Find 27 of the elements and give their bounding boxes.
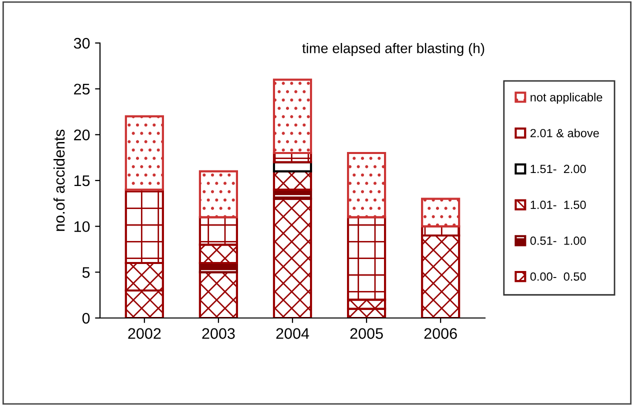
legend-label: 1.51- 2.00 xyxy=(530,164,586,174)
y-tick-label: 15 xyxy=(74,176,90,186)
bar xyxy=(198,170,238,218)
y-tick-label: 0 xyxy=(82,312,90,324)
x-tick-label: 2002 xyxy=(128,328,161,339)
bar xyxy=(124,115,164,191)
bar xyxy=(198,271,238,318)
x-tick-label: 2003 xyxy=(202,328,235,339)
legend-label: not applicable xyxy=(530,92,602,104)
bar xyxy=(421,198,460,228)
y-tick-label: 25 xyxy=(74,84,90,95)
y-tick-label: 30 xyxy=(74,38,90,49)
x-tick-label: 2004 xyxy=(276,328,310,339)
bar xyxy=(346,152,386,218)
bar xyxy=(272,198,312,318)
y-tick-label: 5 xyxy=(82,267,90,278)
y-tick-label: 20 xyxy=(74,130,90,140)
legend-label: 1.01- 1.50 xyxy=(530,200,586,210)
y-axis-title: no.of accidents xyxy=(53,130,65,231)
chart-title: time elapsed after blasting (h) xyxy=(302,43,484,56)
legend-label: 0.51- 1.00 xyxy=(530,236,586,245)
x-tick-label: 2005 xyxy=(350,328,383,339)
bar xyxy=(272,78,312,154)
x-tick-label: 2006 xyxy=(424,328,457,339)
legend-label: 2.01 & above xyxy=(530,128,599,138)
y-tick-label: 10 xyxy=(74,221,90,232)
legend-label: 0.00- 0.50 xyxy=(530,272,586,281)
